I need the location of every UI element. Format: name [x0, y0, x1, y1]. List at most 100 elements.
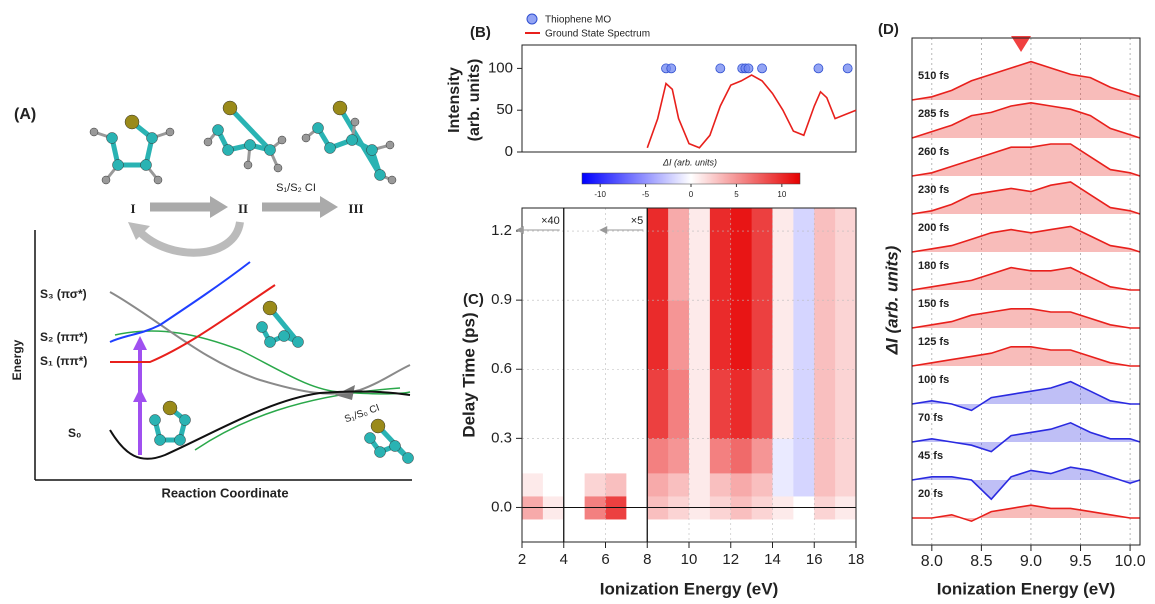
heatmap-cell — [689, 472, 711, 497]
atom — [101, 175, 111, 185]
trace-area — [912, 467, 1140, 500]
trace-label: 70 fs — [918, 412, 943, 424]
heatmap-cell — [605, 208, 627, 301]
atom — [165, 127, 175, 137]
y-tick-label: 1.2 — [491, 222, 512, 239]
heatmap-cell — [542, 518, 565, 543]
bond — [228, 106, 272, 152]
heatmap-cell — [772, 518, 794, 543]
heatmap-cell — [709, 472, 732, 497]
atom — [350, 117, 360, 127]
heatmap-cell — [814, 300, 836, 370]
bond — [337, 106, 383, 177]
trace-label: 125 fs — [918, 336, 949, 348]
atom — [312, 122, 324, 134]
atom — [346, 134, 358, 146]
trace-line — [912, 504, 1140, 523]
atom — [203, 137, 213, 147]
heatmap-cell — [542, 438, 565, 474]
heatmap-cell — [772, 438, 794, 474]
atom — [146, 132, 158, 144]
heatmap-cell — [709, 369, 732, 439]
trace-area — [912, 102, 1140, 138]
atom — [264, 336, 276, 348]
heatmap-cell — [605, 369, 627, 439]
peak-marker — [1011, 36, 1032, 52]
atom — [262, 300, 278, 316]
mo-point — [743, 63, 754, 74]
state-curve — [109, 291, 411, 395]
heatmap-cell — [626, 369, 648, 439]
heatmap-cell — [647, 208, 669, 301]
bond — [268, 306, 300, 344]
return-arrow — [137, 221, 244, 257]
trace-label: 150 fs — [918, 298, 949, 310]
heatmap-cell — [522, 518, 544, 543]
heatmap-cell — [835, 300, 857, 370]
heatmap-cell — [563, 369, 586, 439]
heatmap-cell — [668, 208, 690, 301]
trace-area — [912, 267, 1140, 290]
heatmap-cell — [668, 472, 690, 497]
y-tick-label: 0 — [505, 143, 513, 160]
x-tick-label: 10 — [681, 551, 698, 568]
heatmap-cell — [835, 369, 857, 439]
heatmap-cell — [626, 300, 648, 370]
heatmap-cell — [689, 369, 711, 439]
heatmap-cell — [793, 438, 815, 474]
heatmap-cell — [793, 208, 815, 301]
x-tick-label: 9.5 — [1069, 553, 1091, 570]
atom — [332, 100, 348, 116]
atom — [278, 330, 290, 342]
mo-point — [715, 63, 726, 74]
y-tick-label: 100 — [488, 59, 513, 76]
legend-label: Thiophene MO — [545, 15, 611, 26]
state-curve — [109, 261, 251, 343]
heatmap-cell — [605, 300, 627, 370]
heatmap-cell — [751, 438, 773, 474]
y-axis-label: (arb. units) — [466, 59, 483, 142]
structure-label: II — [238, 201, 248, 216]
trace-label: 100 fs — [918, 374, 949, 386]
atom — [264, 144, 276, 156]
heatmap-cell — [626, 518, 648, 543]
trace-label: 230 fs — [918, 184, 949, 196]
heatmap-cell — [605, 438, 627, 474]
mo-point — [757, 63, 767, 74]
trace-line — [911, 101, 1141, 139]
trace-area — [912, 505, 1140, 522]
x-tick-label: 8.0 — [921, 553, 943, 570]
trajectory — [114, 330, 411, 395]
trace-label: 20 fs — [918, 488, 943, 500]
trace-label: 285 fs — [918, 108, 949, 120]
trace-label: 45 fs — [918, 450, 943, 462]
heatmap-cell — [668, 300, 690, 370]
x-tick-label: 14 — [764, 551, 781, 568]
x-axis-label: Ionization Energy (eV) — [600, 579, 779, 598]
x-tick-label: 18 — [848, 551, 865, 568]
panel-label: (C) — [463, 291, 484, 308]
heatmap-cell — [751, 300, 773, 370]
atom — [222, 144, 234, 156]
panel-label: (B) — [470, 24, 491, 41]
heatmap-cell — [772, 300, 794, 370]
atom — [162, 400, 178, 416]
heatmap-cell — [793, 369, 815, 439]
trace-line — [911, 266, 1140, 291]
heatmap-cell — [542, 369, 565, 439]
heatmap-cell — [730, 208, 753, 301]
trace-line — [911, 143, 1141, 177]
heatmap-cell — [730, 300, 753, 370]
heatmap-cell — [647, 300, 669, 370]
panel-label: (A) — [14, 106, 36, 123]
colorbar — [581, 172, 801, 185]
mo-point — [842, 63, 853, 74]
atom — [277, 135, 287, 145]
y-tick-label: 50 — [496, 101, 513, 118]
arrow-head — [128, 222, 150, 240]
atom — [212, 124, 224, 136]
heatmap-cell — [542, 300, 565, 370]
heatmap-cell — [835, 472, 857, 497]
trace-label: 510 fs — [918, 70, 949, 82]
